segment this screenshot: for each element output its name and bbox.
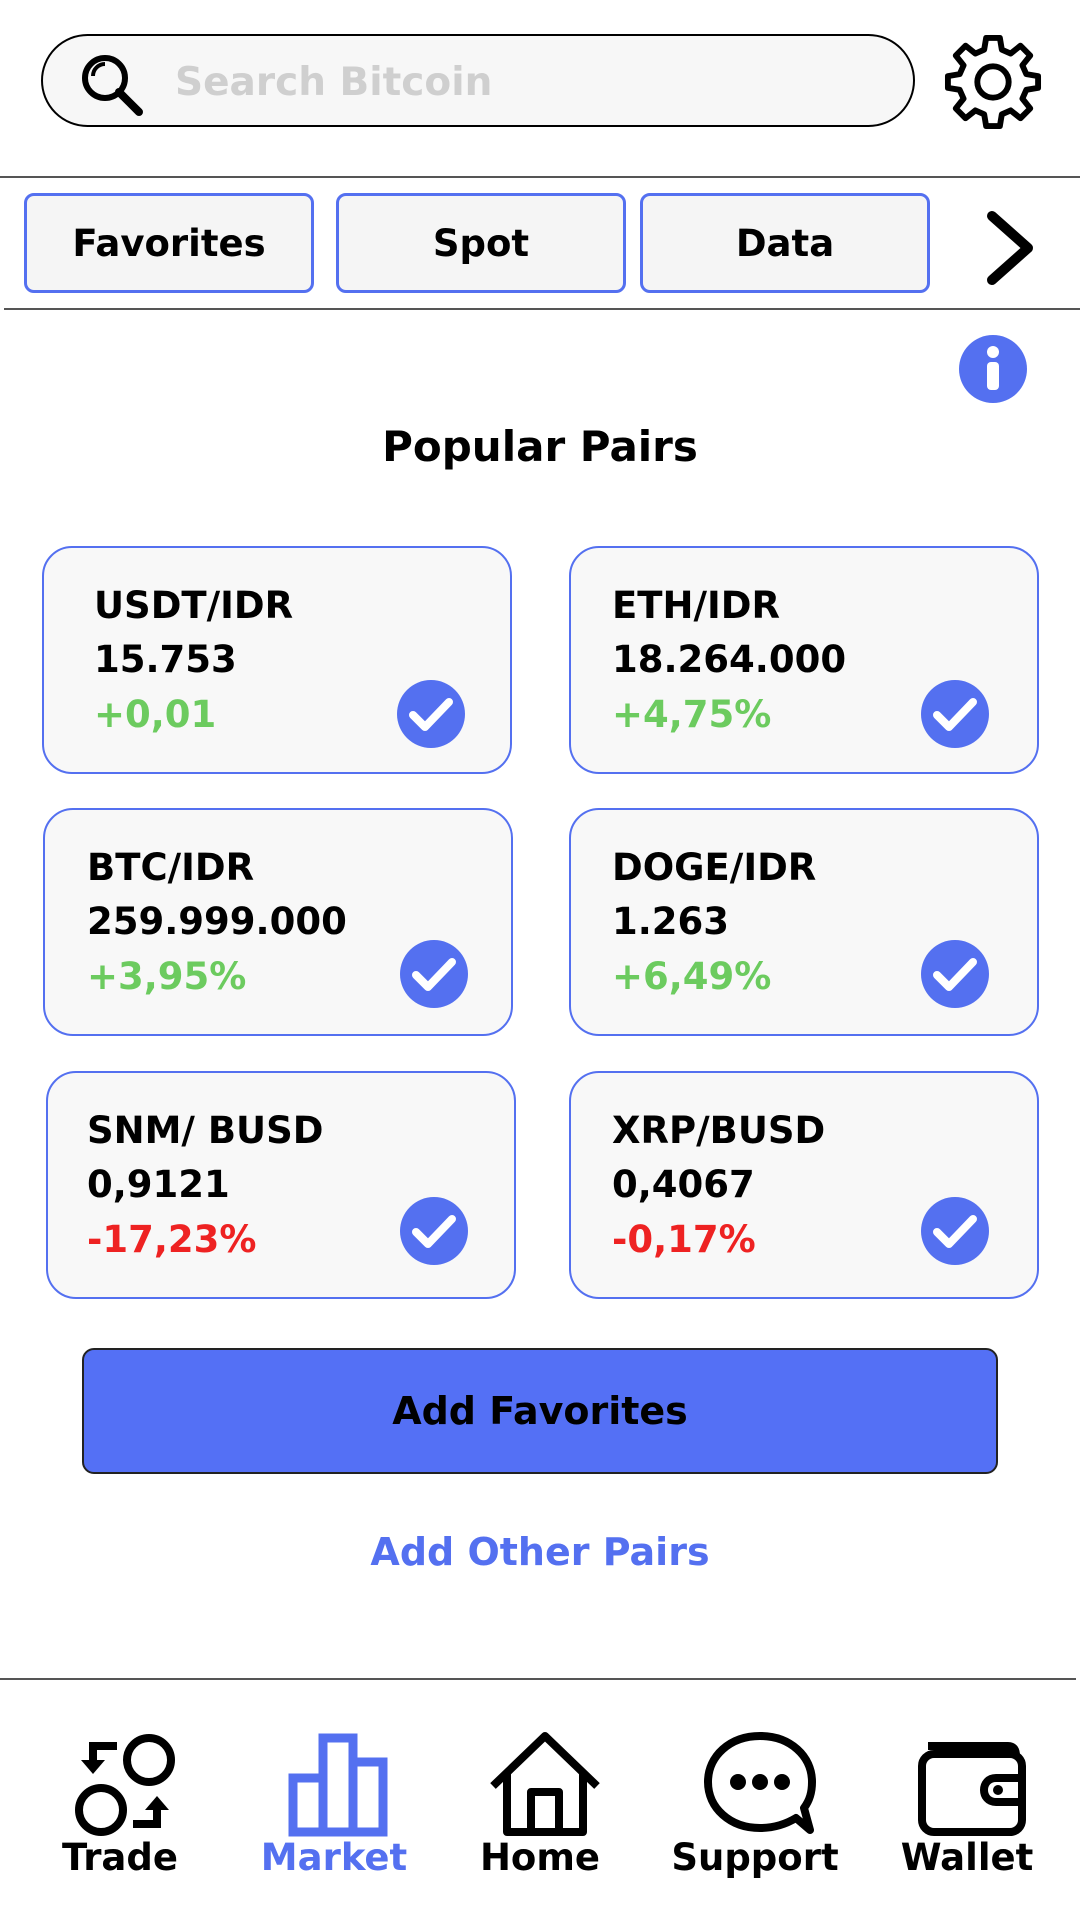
pair-card[interactable]: DOGE/IDR 1.263 +6,49% [569, 808, 1039, 1036]
nav-item-market[interactable]: Market [239, 1720, 429, 1900]
nav-label: Wallet [900, 1836, 1034, 1879]
pair-card[interactable]: SNM/ BUSD 0,9121 -17,23% [46, 1071, 516, 1299]
pair-price: 259.999.000 [87, 900, 347, 943]
tab-data[interactable]: Data [640, 193, 930, 293]
search-bar[interactable] [41, 34, 915, 127]
nav-divider [0, 1678, 1076, 1680]
check-circle-icon[interactable] [921, 1197, 989, 1265]
pair-change: +0,01 [94, 693, 217, 736]
search-input[interactable] [175, 54, 875, 110]
nav-label: Support [671, 1836, 839, 1879]
pair-change: +6,49% [612, 955, 772, 998]
check-circle-icon[interactable] [921, 940, 989, 1008]
header-divider [0, 176, 1080, 178]
nav-label: Market [260, 1836, 408, 1879]
pair-name: ETH/IDR [612, 584, 780, 627]
add-other-pairs-link[interactable]: Add Other Pairs [370, 1530, 710, 1574]
pair-change: -0,17% [612, 1218, 756, 1261]
pair-card[interactable]: XRP/BUSD 0,4067 -0,17% [569, 1071, 1039, 1299]
info-icon[interactable] [958, 334, 1028, 404]
check-circle-icon[interactable] [397, 680, 465, 748]
tab-spot[interactable]: Spot [336, 193, 626, 293]
pair-name: BTC/IDR [87, 846, 255, 889]
check-circle-icon[interactable] [400, 1197, 468, 1265]
pair-name: SNM/ BUSD [87, 1109, 324, 1152]
pair-name: XRP/BUSD [612, 1109, 826, 1152]
home-icon [490, 1732, 600, 1836]
tabs-divider [4, 308, 1080, 310]
check-circle-icon[interactable] [400, 940, 468, 1008]
pair-price: 1.263 [612, 900, 730, 943]
pair-change: +4,75% [612, 693, 772, 736]
nav-item-support[interactable]: Support [660, 1720, 850, 1900]
chat-bubble-icon [704, 1732, 816, 1834]
bar-chart-icon [288, 1733, 388, 1837]
nav-label: Trade [62, 1836, 178, 1879]
pair-card[interactable]: BTC/IDR 259.999.000 +3,95% [43, 808, 513, 1036]
pair-card[interactable]: USDT/IDR 15.753 +0,01 [42, 546, 512, 774]
pair-name: DOGE/IDR [612, 846, 817, 889]
gear-icon[interactable] [944, 32, 1042, 130]
pair-change: -17,23% [87, 1218, 257, 1261]
nav-label: Home [479, 1836, 601, 1879]
chevron-right-icon[interactable] [978, 208, 1048, 288]
pair-price: 18.264.000 [612, 638, 847, 681]
pair-name: USDT/IDR [94, 584, 294, 627]
pair-price: 15.753 [94, 638, 237, 681]
pair-price: 0,4067 [612, 1163, 755, 1206]
tab-favorites[interactable]: Favorites [24, 193, 314, 293]
nav-item-home[interactable]: Home [445, 1720, 635, 1900]
pair-price: 0,9121 [87, 1163, 230, 1206]
section-title: Popular Pairs [382, 422, 698, 471]
nav-item-trade[interactable]: Trade [25, 1720, 215, 1900]
add-favorites-button[interactable]: Add Favorites [82, 1348, 998, 1474]
wallet-icon [918, 1742, 1026, 1836]
search-icon[interactable] [77, 50, 147, 120]
pair-card[interactable]: ETH/IDR 18.264.000 +4,75% [569, 546, 1039, 774]
pair-change: +3,95% [87, 955, 247, 998]
swap-icon [75, 1734, 175, 1836]
check-circle-icon[interactable] [921, 680, 989, 748]
nav-item-wallet[interactable]: Wallet [872, 1720, 1062, 1900]
